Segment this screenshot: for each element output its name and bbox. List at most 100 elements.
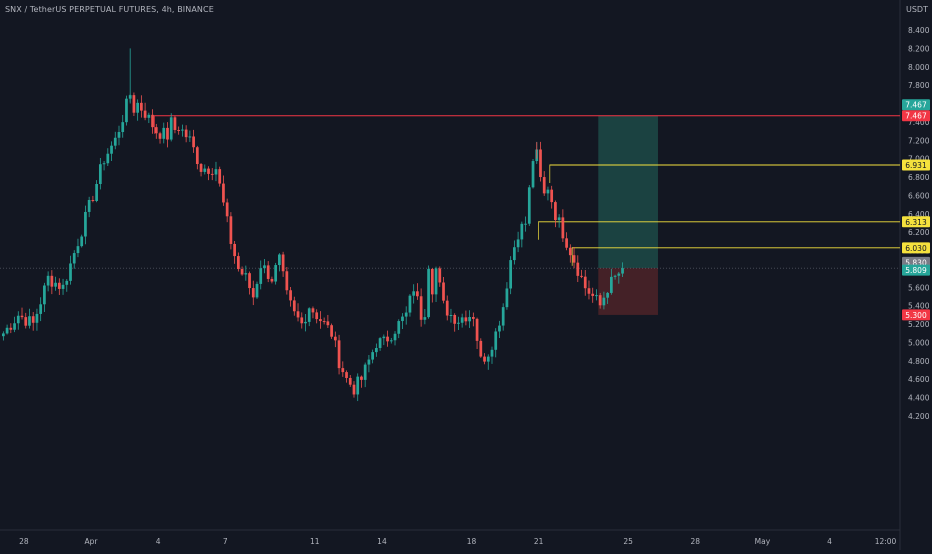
candle <box>397 319 401 339</box>
candle-body <box>84 211 87 237</box>
candle <box>154 123 158 139</box>
candle <box>98 157 102 190</box>
candle-body <box>270 278 274 282</box>
candle <box>289 287 292 307</box>
candle <box>50 270 54 295</box>
candle <box>300 312 304 329</box>
candle <box>31 312 35 331</box>
candle <box>483 353 486 365</box>
candle-body <box>184 129 188 138</box>
candle <box>218 166 222 187</box>
candle-body <box>408 295 412 313</box>
candle <box>192 129 195 153</box>
candle-body <box>531 161 535 188</box>
candle-body <box>285 271 289 291</box>
candle <box>319 311 322 329</box>
candle <box>337 334 341 375</box>
candle-body <box>423 317 427 320</box>
yellow-level-badge: 6.030 <box>905 244 927 253</box>
candle <box>143 102 147 121</box>
candle-body <box>319 319 322 322</box>
candle-body <box>61 284 65 289</box>
candle-body <box>430 268 434 295</box>
candle <box>382 334 386 346</box>
candle <box>606 291 609 304</box>
candle-body <box>181 129 184 131</box>
candle-body <box>602 297 606 306</box>
candle <box>76 238 80 258</box>
candle-body <box>550 189 554 203</box>
candle <box>471 312 475 327</box>
candle <box>498 320 501 339</box>
candle <box>199 162 203 177</box>
candle-body <box>479 340 483 357</box>
candle <box>132 92 136 116</box>
candle-body <box>412 291 416 296</box>
candle-body <box>375 347 378 353</box>
candle <box>13 316 16 333</box>
candle-body <box>98 164 102 184</box>
candle <box>169 113 173 142</box>
candle <box>195 145 199 170</box>
y-tick-label: 5.200 <box>908 320 930 329</box>
candle-body <box>154 127 158 134</box>
candle-body <box>289 290 292 301</box>
candle-body <box>386 336 389 342</box>
target-price-badge: 7.467 <box>905 101 927 110</box>
candle-body <box>360 376 363 380</box>
candle <box>565 232 568 251</box>
candle-body <box>501 307 505 326</box>
candle-body <box>356 376 360 395</box>
loss-zone <box>598 268 658 315</box>
candle-body <box>192 136 195 148</box>
candle-body <box>505 288 509 308</box>
currency-label[interactable]: USDT <box>906 5 928 14</box>
candle-body <box>278 254 281 266</box>
y-tick-label: 6.600 <box>908 191 930 200</box>
candle <box>554 200 557 228</box>
candle <box>326 314 330 329</box>
candle-body <box>195 147 199 165</box>
time-axis: 28 Apr 4 7 11 14 18 21 25 28 May 4 12:00 <box>19 537 896 546</box>
candle <box>16 311 20 330</box>
candle-body <box>225 202 229 217</box>
candle-body <box>13 323 16 330</box>
candle <box>468 310 471 328</box>
candle-body <box>199 164 203 172</box>
candle-body <box>389 340 393 342</box>
candle <box>539 141 542 182</box>
candle <box>222 175 225 206</box>
candle-body <box>527 187 531 224</box>
candle-body <box>453 314 457 324</box>
candle-body <box>371 352 374 360</box>
candle <box>229 212 233 250</box>
marker-price-badge: 5.830 <box>905 258 927 267</box>
candle-body <box>348 377 352 385</box>
profit-zone <box>598 115 658 269</box>
candle-body <box>576 262 580 276</box>
candle <box>225 198 229 223</box>
candle-body <box>263 265 266 269</box>
candle <box>35 308 39 331</box>
candle-body <box>401 316 404 322</box>
candle-body <box>54 282 57 287</box>
candle-body <box>20 315 24 318</box>
y-tick-label: 6.400 <box>908 210 930 219</box>
x-tick-label: 4 <box>827 537 832 546</box>
candle-body <box>158 133 162 139</box>
candle <box>348 375 352 387</box>
red-level-badge-bg <box>902 110 930 122</box>
candle <box>501 303 505 331</box>
candle <box>304 313 307 332</box>
candle-body <box>434 268 438 295</box>
candle-body <box>28 316 31 326</box>
candle-body <box>266 265 270 279</box>
x-tick-label: 18 <box>467 537 477 546</box>
candle-body <box>457 322 460 324</box>
candle <box>188 130 192 142</box>
x-tick-label: 4 <box>156 537 161 546</box>
candle <box>490 346 494 364</box>
candle <box>162 122 166 144</box>
candle-body <box>486 356 490 362</box>
